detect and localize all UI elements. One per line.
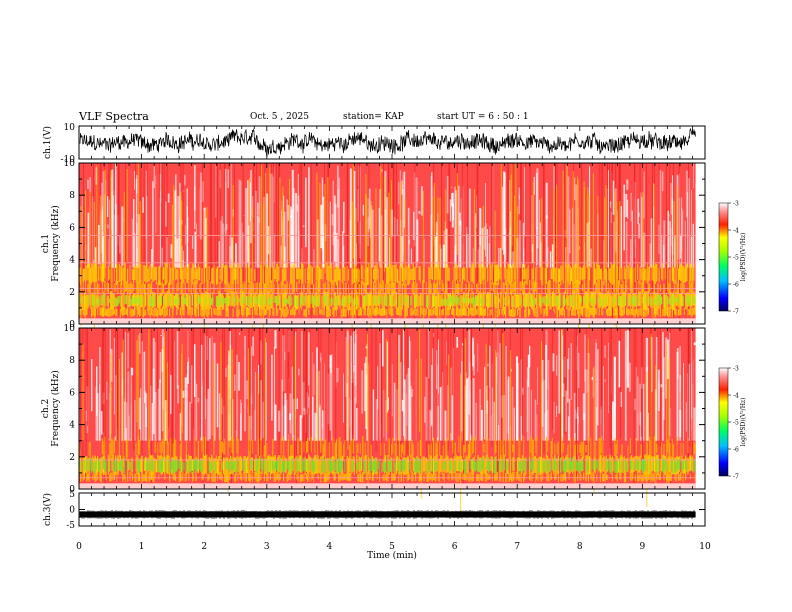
ch3-ytick-label: -5 bbox=[66, 521, 75, 531]
ch2-spec-ytick-label: 6 bbox=[69, 388, 75, 398]
ch2-spectrogram-panel: 0 2 4 6 8 10 ch.2Frequency (kHz) bbox=[41, 324, 706, 517]
ch1-colorbar-label: log(PSD)(V²/Hz) bbox=[740, 233, 747, 282]
ch2-colorbar-tick: -3 bbox=[733, 366, 739, 373]
ch2-spec-ytick-label: 10 bbox=[64, 324, 76, 334]
ch1-trace bbox=[79, 127, 696, 158]
ch1-ytick-label: 10 bbox=[64, 123, 76, 133]
ch1-spec-ylabel: ch.1Frequency (kHz) bbox=[41, 205, 61, 282]
ch2-colorbar-gradient bbox=[718, 367, 729, 477]
x-tick-label: 5 bbox=[389, 542, 395, 552]
ch2-spec-ytick-label: 8 bbox=[69, 356, 75, 366]
ch1-waveform-panel: 10 -10 ch.1(V) bbox=[42, 123, 706, 165]
ch1-spec-ytick-label: 4 bbox=[69, 256, 75, 266]
ch1-spec-ytick-label: 6 bbox=[69, 223, 75, 233]
ch2-colorbar: -3 -4 -5 -6 -7 log(PSD)(V²/Hz) bbox=[718, 366, 747, 481]
x-tick-label: 2 bbox=[201, 542, 207, 552]
ch2-colorbar-tick: -7 bbox=[733, 474, 739, 481]
ch1-colorbar: -3 -4 -5 -6 -7 log(PSD)(V²/Hz) bbox=[718, 201, 747, 316]
date-label: Oct. 5 , 2025 bbox=[250, 112, 309, 122]
ch1-spec-ytick-label: 10 bbox=[64, 159, 76, 169]
ch2-spec-ytick-label: 4 bbox=[69, 421, 75, 431]
start-time-label: start UT = 6 : 50 : 1 bbox=[437, 112, 529, 122]
x-tick-label: 7 bbox=[514, 542, 520, 552]
x-tick-label: 4 bbox=[327, 542, 333, 552]
ch2-spec-ylabel: ch.2Frequency (kHz) bbox=[41, 370, 61, 447]
ch2-colorbar-tick: -6 bbox=[733, 447, 739, 454]
x-tick-label: 10 bbox=[699, 542, 711, 552]
ch3-ytick-label: 0 bbox=[69, 506, 75, 516]
x-tick-label: 9 bbox=[640, 542, 646, 552]
ch2-spec-ytick-label: 2 bbox=[69, 453, 75, 463]
ch3-waveform-panel: 5 0 -5 ch.3(V) bbox=[42, 490, 706, 531]
x-tick-label: 0 bbox=[76, 542, 82, 552]
x-tick-label: 6 bbox=[452, 542, 458, 552]
ch1-spectrogram-panel: 0 2 4 6 8 10 ch.1Frequency (kHz) bbox=[41, 159, 706, 349]
x-tick-label: 3 bbox=[264, 542, 270, 552]
ch1-colorbar-tick: -5 bbox=[733, 255, 739, 262]
ch3-ylabel: ch.3(V) bbox=[42, 493, 53, 526]
station-label: station= KAP bbox=[343, 112, 404, 122]
ch2-spec-ytick-label: 0 bbox=[69, 485, 75, 495]
ch1-colorbar-tick: -4 bbox=[733, 228, 739, 235]
ch1-spec-ytick-label: 0 bbox=[69, 320, 75, 330]
chart-title: VLF Spectra bbox=[79, 110, 149, 123]
ch1-spec-ytick-label: 8 bbox=[69, 191, 75, 201]
time-axis: 0 1 2 3 4 5 6 7 8 9 10 Time (min) bbox=[76, 542, 711, 561]
ch2-colorbar-label: log(PSD)(V²/Hz) bbox=[740, 398, 747, 447]
x-tick-label: 1 bbox=[139, 542, 145, 552]
ch1-colorbar-tick: -3 bbox=[733, 201, 739, 208]
ch1-ytick-label: -10 bbox=[61, 155, 76, 165]
ch1-colorbar-gradient bbox=[718, 202, 729, 312]
ch1-colorbar-tick: -6 bbox=[733, 282, 739, 289]
x-tick-label: 8 bbox=[577, 542, 583, 552]
ch1-colorbar-tick: -7 bbox=[733, 309, 739, 316]
ch1-ylabel: ch.1(V) bbox=[42, 126, 53, 159]
x-axis-label: Time (min) bbox=[367, 550, 417, 561]
ch2-colorbar-tick: -4 bbox=[733, 393, 739, 400]
ch1-spec-ytick-label: 2 bbox=[69, 288, 75, 298]
ch2-colorbar-tick: -5 bbox=[733, 420, 739, 427]
ch3-ytick-label: 5 bbox=[69, 490, 75, 500]
